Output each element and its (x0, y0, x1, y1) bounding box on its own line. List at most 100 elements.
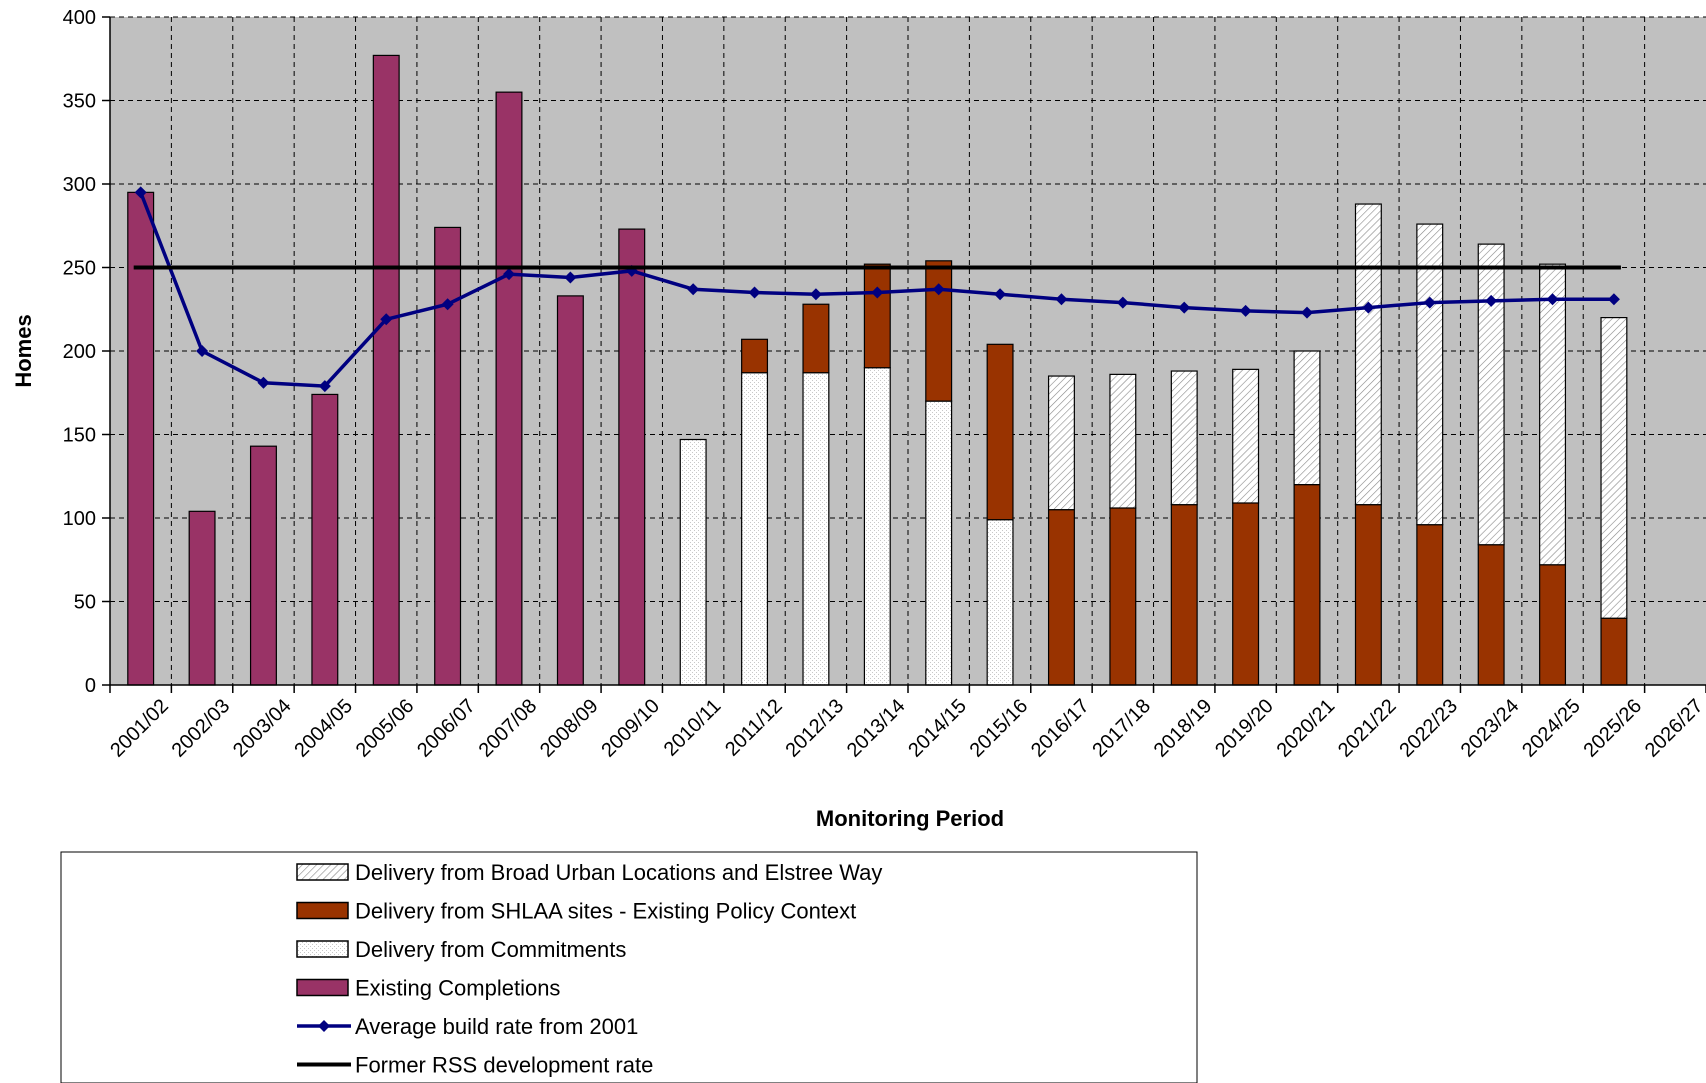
point-average-build-rate-from-2001 (564, 271, 577, 284)
y-tick-label: 150 (63, 425, 96, 447)
point-average-build-rate-from-2001 (1485, 294, 1498, 307)
legend-label: Existing Completions (355, 976, 560, 1001)
point-average-build-rate-from-2001 (380, 313, 393, 326)
legend-label: Average build rate from 2001 (355, 1014, 638, 1039)
bar-delivery-from-shlaa-sites-existing-policy-context (1477, 544, 1505, 686)
x-tick-labels: 2001/022002/032003/042004/052005/062006/… (106, 695, 1706, 762)
point-average-build-rate-from-2001 (1178, 301, 1191, 314)
bar-delivery-from-shlaa-sites-existing-policy-context (1109, 507, 1137, 686)
x-tick-label: 2010/11 (660, 695, 726, 761)
bar-existing-completions (434, 226, 462, 686)
bar-delivery-from-broad-urban-locations-and-elstree-way (1232, 368, 1260, 504)
legend-swatch (296, 901, 349, 920)
legend-label: Delivery from SHLAA sites - Existing Pol… (355, 899, 856, 924)
y-tick-label: 200 (63, 341, 96, 363)
x-tick-label: 2016/17 (1027, 695, 1094, 762)
bar-delivery-from-shlaa-sites-existing-policy-context (986, 343, 1014, 521)
y-tick-labels: 0 50 100 150 200 250 300 350 400 (63, 7, 96, 697)
y-tick-label: 250 (63, 258, 96, 280)
x-tick-label: 2005/06 (352, 695, 419, 762)
x-tick-label: 2022/23 (1395, 695, 1462, 762)
x-tick-label: 2001/02 (106, 695, 173, 762)
bar-existing-completions (556, 295, 584, 686)
x-tick-label: 2002/03 (168, 695, 235, 762)
x-tick-label: 2015/16 (966, 695, 1033, 762)
bar-delivery-from-shlaa-sites-existing-policy-context (1539, 564, 1567, 686)
y-tick-label: 300 (63, 174, 96, 196)
x-tick-label: 2025/26 (1579, 695, 1646, 762)
y-tick-label: 0 (85, 675, 96, 697)
bars (127, 54, 1628, 686)
point-average-build-rate-from-2001 (1055, 293, 1068, 306)
x-tick-label: 2008/09 (536, 695, 603, 762)
x-tick-label: 2020/21 (1273, 695, 1340, 762)
point-average-build-rate-from-2001 (994, 288, 1007, 301)
bar-delivery-from-commitments (802, 372, 830, 686)
point-average-build-rate-from-2001 (1239, 304, 1252, 317)
axes (102, 16, 1706, 693)
legend-label: Delivery from Broad Urban Locations and … (355, 860, 882, 885)
series-lines (133, 186, 1621, 393)
x-tick-label: 2014/15 (904, 695, 971, 762)
bar-delivery-from-shlaa-sites-existing-policy-context (1416, 524, 1444, 686)
legend-marker (318, 1020, 330, 1032)
bar-delivery-from-commitments (863, 367, 891, 686)
x-tick-label: 2026/27 (1641, 695, 1706, 762)
bar-delivery-from-shlaa-sites-existing-policy-context (802, 303, 830, 374)
bar-delivery-from-shlaa-sites-existing-policy-context (741, 338, 769, 374)
legend: Delivery from Broad Urban Locations and … (296, 860, 882, 1078)
bar-delivery-from-broad-urban-locations-and-elstree-way (1416, 223, 1444, 526)
y-tick-label: 100 (63, 508, 96, 530)
bar-delivery-from-broad-urban-locations-and-elstree-way (1477, 243, 1505, 546)
bar-existing-completions (618, 228, 646, 686)
bar-delivery-from-shlaa-sites-existing-policy-context (1354, 504, 1382, 686)
x-tick-label: 2007/08 (475, 695, 542, 762)
x-axis-title: Monitoring Period (816, 806, 1004, 831)
point-average-build-rate-from-2001 (748, 286, 761, 299)
bar-delivery-from-shlaa-sites-existing-policy-context (1293, 484, 1321, 686)
point-average-build-rate-from-2001 (871, 286, 884, 299)
legend-label: Former RSS development rate (355, 1053, 653, 1078)
bar-delivery-from-commitments (986, 519, 1014, 686)
bar-delivery-from-shlaa-sites-existing-policy-context (863, 263, 891, 369)
bar-existing-completions (372, 54, 400, 686)
bar-delivery-from-shlaa-sites-existing-policy-context (925, 260, 953, 402)
bar-existing-completions (495, 91, 523, 686)
point-average-build-rate-from-2001 (503, 268, 515, 281)
point-average-build-rate-from-2001 (1301, 306, 1313, 319)
bar-delivery-from-shlaa-sites-existing-policy-context (1232, 502, 1260, 686)
bar-delivery-from-broad-urban-locations-and-elstree-way (1170, 370, 1198, 506)
bar-delivery-from-shlaa-sites-existing-policy-context (1047, 509, 1075, 686)
x-tick-label: 2013/14 (843, 695, 910, 762)
x-tick-label: 2019/20 (1211, 695, 1278, 762)
bar-existing-completions (311, 393, 339, 686)
bar-delivery-from-commitments (741, 372, 769, 686)
point-average-build-rate-from-2001 (196, 345, 209, 357)
x-tick-label: 2012/13 (781, 695, 848, 762)
point-average-build-rate-from-2001 (1116, 296, 1129, 309)
x-tick-label: 2023/24 (1457, 695, 1524, 762)
y-tick-label: 400 (63, 7, 96, 29)
point-average-build-rate-from-2001 (1423, 296, 1436, 309)
bar-delivery-from-shlaa-sites-existing-policy-context (1170, 504, 1198, 686)
y-axis-title: Homes (11, 314, 36, 387)
legend-swatch (296, 940, 349, 958)
legend-label: Delivery from Commitments (355, 937, 626, 962)
x-tick-label: 2021/22 (1334, 695, 1401, 762)
point-average-build-rate-from-2001 (932, 283, 945, 296)
point-average-build-rate-from-2001 (257, 376, 270, 389)
bar-delivery-from-broad-urban-locations-and-elstree-way (1047, 375, 1075, 511)
x-tick-label: 2018/19 (1150, 695, 1217, 762)
point-average-build-rate-from-2001 (687, 283, 700, 296)
bar-delivery-from-broad-urban-locations-and-elstree-way (1293, 350, 1321, 486)
point-average-build-rate-from-2001 (1607, 293, 1620, 306)
bar-delivery-from-commitments (925, 400, 953, 686)
legend-box (60, 851, 1198, 1083)
point-average-build-rate-from-2001 (809, 288, 822, 301)
x-tick-label: 2006/07 (413, 695, 480, 762)
x-tick-label: 2003/04 (229, 695, 296, 762)
x-tick-label: 2011/12 (721, 695, 787, 761)
point-average-build-rate-from-2001 (1546, 293, 1559, 306)
point-average-build-rate-from-2001 (1362, 301, 1375, 314)
